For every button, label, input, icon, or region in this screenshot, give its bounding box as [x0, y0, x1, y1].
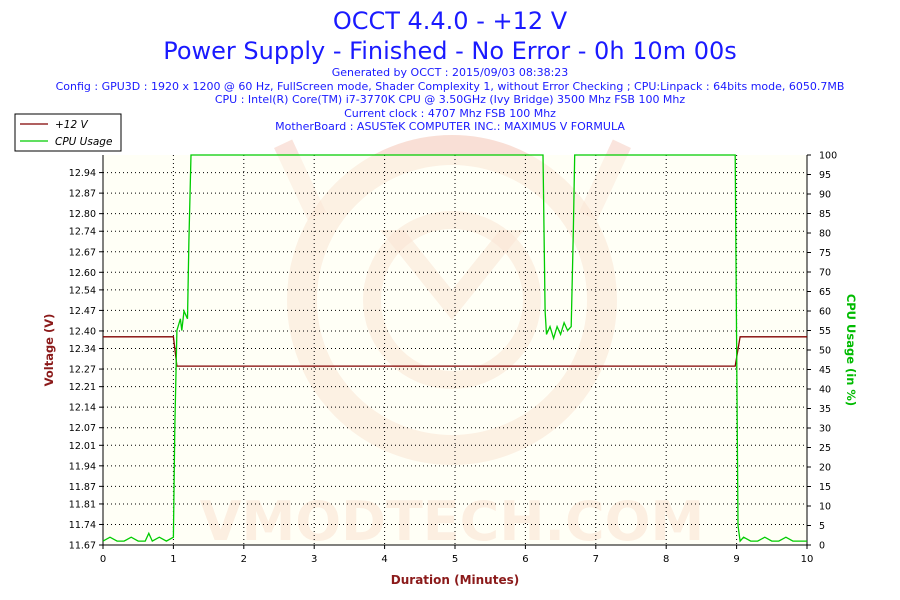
y-right-tick-label: 5 — [819, 521, 825, 532]
y-right-tick-label: 100 — [819, 151, 837, 162]
x-axis-label: Duration (Minutes) — [391, 573, 519, 587]
grid — [103, 155, 807, 545]
y-right-tick-label: 80 — [819, 229, 831, 240]
x-tick-label: 6 — [522, 554, 528, 565]
legend-label: CPU Usage — [55, 136, 112, 148]
y-left-tick-label: 12.40 — [69, 326, 96, 337]
legend: +12 V CPU Usage — [14, 113, 122, 152]
y-axis-label-left: Voltage (V) — [42, 314, 56, 387]
y-right-tick-label: 15 — [819, 482, 831, 493]
y-right-tick-label: 90 — [819, 190, 831, 201]
y-left-tick-label: 12.07 — [69, 423, 96, 434]
y-left-tick-label: 11.74 — [69, 520, 96, 531]
y-right-tick-label: 70 — [819, 268, 831, 279]
y-left-tick-label: 12.01 — [69, 441, 96, 452]
x-tick-label: 10 — [801, 554, 814, 565]
y-left-tick-label: 12.80 — [69, 209, 96, 220]
motherboard-info: MotherBoard : ASUSTeK COMPUTER INC.: MAX… — [275, 120, 625, 133]
x-tick-label: 3 — [311, 554, 317, 565]
y-right-tick-label: 60 — [819, 307, 831, 318]
y-left-tick-label: 11.87 — [69, 482, 96, 493]
legend-box — [14, 113, 122, 152]
x-tick-label: 9 — [733, 554, 739, 565]
y-right-tick-label: 95 — [819, 170, 831, 181]
cpu-info: CPU : Intel(R) Core(TM) i7-3770K CPU @ 3… — [214, 93, 686, 106]
y-right-tick-label: 75 — [819, 248, 831, 259]
axes: 0 1 2 3 4 5 6 7 8 9 1011.6711.7411.8111.8711.9412.… — [69, 151, 837, 566]
y-left-tick-label: 11.67 — [69, 541, 96, 552]
x-tick-label: 1 — [170, 554, 176, 565]
y-left-tick-label: 12.54 — [69, 285, 96, 296]
y-left-tick-label: 12.14 — [69, 403, 96, 414]
config-info: Config : GPU3D : 1920 x 1200 @ 60 Hz, Fu… — [55, 79, 845, 93]
y-left-tick-label: 12.47 — [69, 306, 96, 317]
y-left-tick-label: 11.94 — [69, 461, 96, 472]
generated-info: Generated by OCCT : 2015/09/03 08:38:23 — [331, 66, 569, 79]
y-right-tick-label: 85 — [819, 209, 831, 220]
y-left-tick-label: 12.34 — [69, 344, 96, 355]
y-left-tick-label: 12.21 — [69, 382, 96, 393]
chart-title: OCCT 4.4.0 - +12 V — [332, 7, 568, 35]
y-right-tick-label: 65 — [819, 287, 831, 298]
y-right-tick-label: 20 — [819, 463, 831, 474]
y-right-tick-label: 30 — [819, 424, 831, 435]
chart-subtitle: Power Supply - Finished - No Error - 0h … — [163, 37, 737, 65]
y-left-tick-label: 11.81 — [69, 499, 96, 510]
x-tick-label: 0 — [100, 554, 106, 565]
y-right-tick-label: 55 — [819, 326, 831, 337]
x-tick-label: 5 — [452, 554, 458, 565]
y-right-tick-label: 35 — [819, 404, 831, 415]
x-tick-label: 7 — [593, 554, 599, 565]
clock-info: Current clock : 4707 Mhz FSB 100 Mhz — [344, 106, 556, 120]
y-right-tick-label: 10 — [819, 502, 831, 513]
legend-label: +12 V — [55, 119, 88, 131]
x-tick-label: 4 — [381, 554, 387, 565]
x-tick-label: 8 — [663, 554, 669, 565]
y-left-tick-label: 12.87 — [69, 189, 96, 200]
y-left-tick-label: 12.27 — [69, 365, 96, 376]
y-left-tick-label: 12.94 — [69, 168, 96, 179]
y-right-tick-label: 50 — [819, 346, 831, 357]
y-left-tick-label: 12.60 — [69, 268, 96, 279]
x-tick-label: 2 — [241, 554, 247, 565]
series-line-cpu-usage — [102, 154, 807, 543]
y-left-tick-label: 12.67 — [69, 247, 96, 258]
y-right-tick-label: 40 — [819, 385, 831, 396]
y-axis-label-right: CPU Usage (in %) — [844, 294, 858, 406]
y-right-tick-label: 25 — [819, 443, 831, 454]
series-line-voltage — [103, 336, 807, 367]
y-right-tick-label: 0 — [819, 541, 825, 552]
chart-header: OCCT 4.4.0 - +12 V Power Supply - Finish… — [0, 6, 900, 134]
series-layer — [102, 154, 807, 543]
y-left-tick-label: 12.74 — [69, 227, 96, 238]
y-right-tick-label: 45 — [819, 365, 831, 376]
